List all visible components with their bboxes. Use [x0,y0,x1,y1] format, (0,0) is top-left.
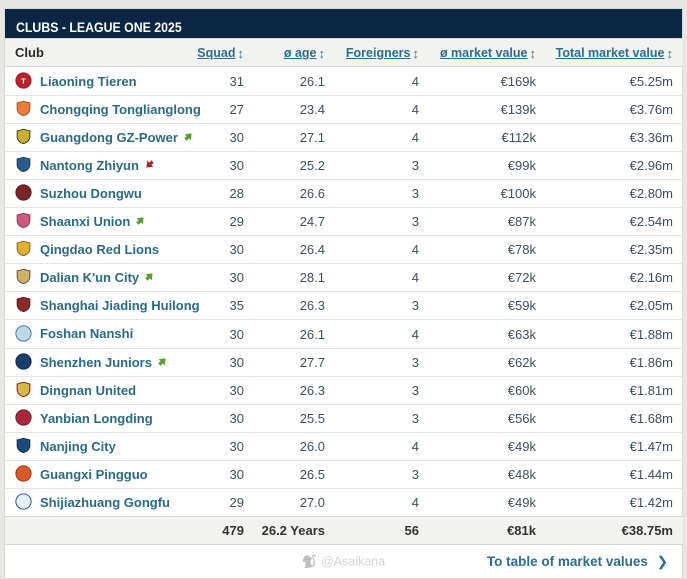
svg-text:T: T [21,76,26,85]
